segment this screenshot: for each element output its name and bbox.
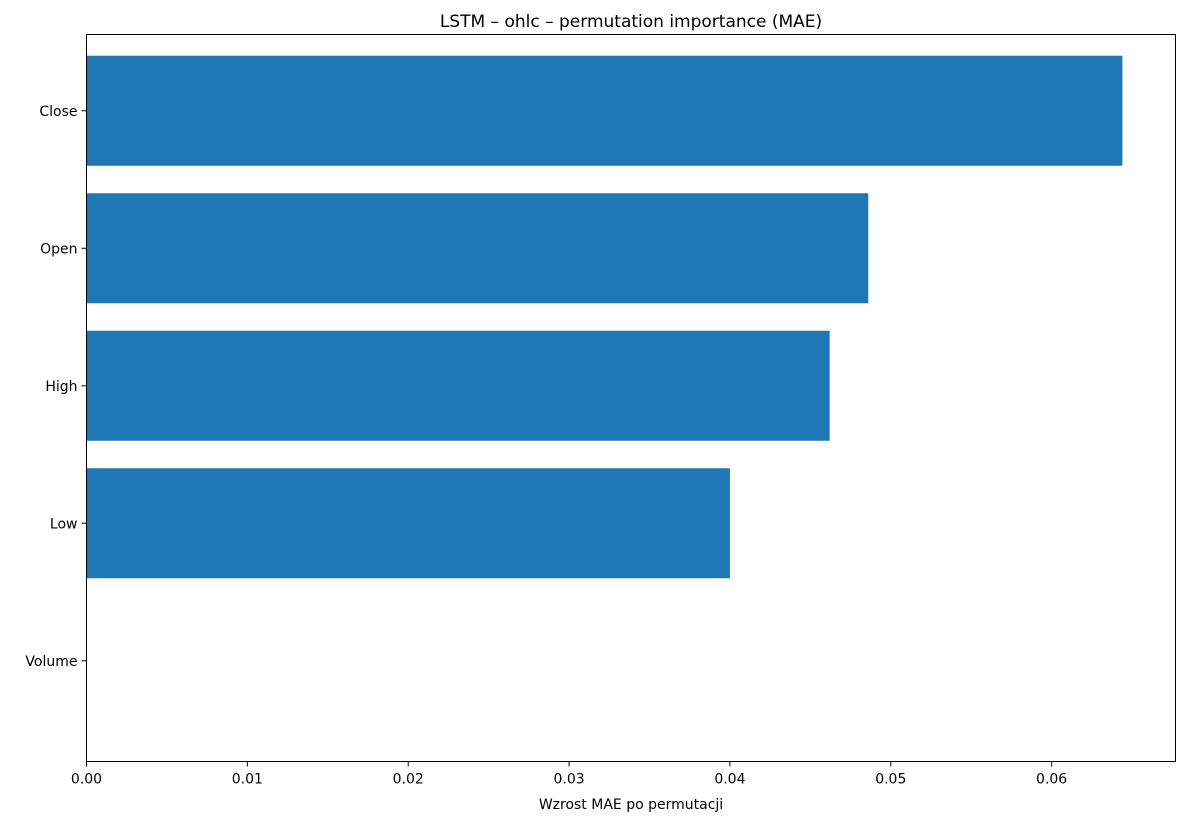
y-tick-label-low: Low [50, 516, 78, 532]
y-tick-label-close: Close [39, 104, 77, 120]
y-tick-label-high: High [45, 379, 77, 395]
bar-open [86, 193, 869, 304]
bars-group [86, 55, 1123, 579]
x-tick-label: 0.01 [232, 772, 263, 788]
x-tick-label: 0.03 [553, 772, 584, 788]
x-axis-label: Wzrost MAE po permutacji [539, 797, 723, 813]
x-tick-label: 0.02 [393, 772, 424, 788]
x-tick-label: 0.06 [1036, 772, 1067, 788]
y-axis-ticks: Close Open High Low Volume [25, 104, 87, 670]
axes-frame [86, 34, 1176, 762]
x-axis-ticks: 0.00 0.01 0.02 0.03 0.04 0.05 0.06 [71, 761, 1067, 788]
y-tick-label-volume: Volume [25, 654, 77, 670]
chart-title: LSTM – ohlc – permutation importance (MA… [440, 12, 822, 32]
x-tick-label: 0.04 [714, 772, 745, 788]
bar-low [86, 468, 730, 579]
y-tick-label-open: Open [40, 241, 77, 257]
bar-high [86, 330, 830, 441]
bar-close [86, 55, 1123, 166]
x-tick-label: 0.00 [71, 772, 102, 788]
x-tick-label: 0.05 [875, 772, 906, 788]
